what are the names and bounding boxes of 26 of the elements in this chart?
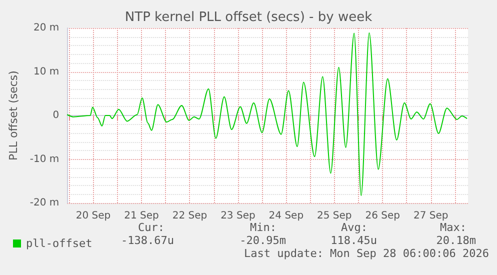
x-tick-label: 25 Sep: [317, 210, 352, 222]
y-axis-title: PLL offset (secs): [7, 70, 20, 160]
text: 118.45u: [330, 234, 377, 247]
text: -138.67u: [121, 234, 174, 247]
text: Max:: [440, 221, 466, 234]
y-tick-label: 20 m: [33, 22, 60, 34]
text: Min:: [250, 221, 276, 234]
chart-title: NTP kernel PLL offset (secs) - by week: [124, 10, 373, 25]
x-tick-label: 20 Sep: [76, 210, 111, 222]
line-series: [66, 32, 468, 196]
text: -20.95m: [240, 234, 286, 247]
legend-label: pll-offset: [26, 237, 92, 250]
x-tick-label: 21 Sep: [124, 210, 159, 222]
y-tick-label: -10 m: [30, 154, 60, 165]
text: Avg:: [341, 221, 368, 234]
x-tick-label: 26 Sep: [365, 210, 400, 222]
text: Last update: Mon Sep 28 06:00:06 2026: [244, 247, 490, 260]
x-tick-label: 27 Sep: [413, 210, 448, 222]
x-tick-label: 24 Sep: [268, 210, 304, 222]
y-tick-label: 10 m: [33, 66, 60, 78]
y-tick-label: 0: [52, 110, 60, 121]
x-tick-label: 22 Sep: [172, 210, 208, 222]
text: 20.18m: [436, 234, 476, 247]
text: Cur:: [138, 221, 164, 234]
y-tick-label: -20 m: [30, 198, 60, 208]
x-tick-label: 23 Sep: [220, 210, 256, 222]
